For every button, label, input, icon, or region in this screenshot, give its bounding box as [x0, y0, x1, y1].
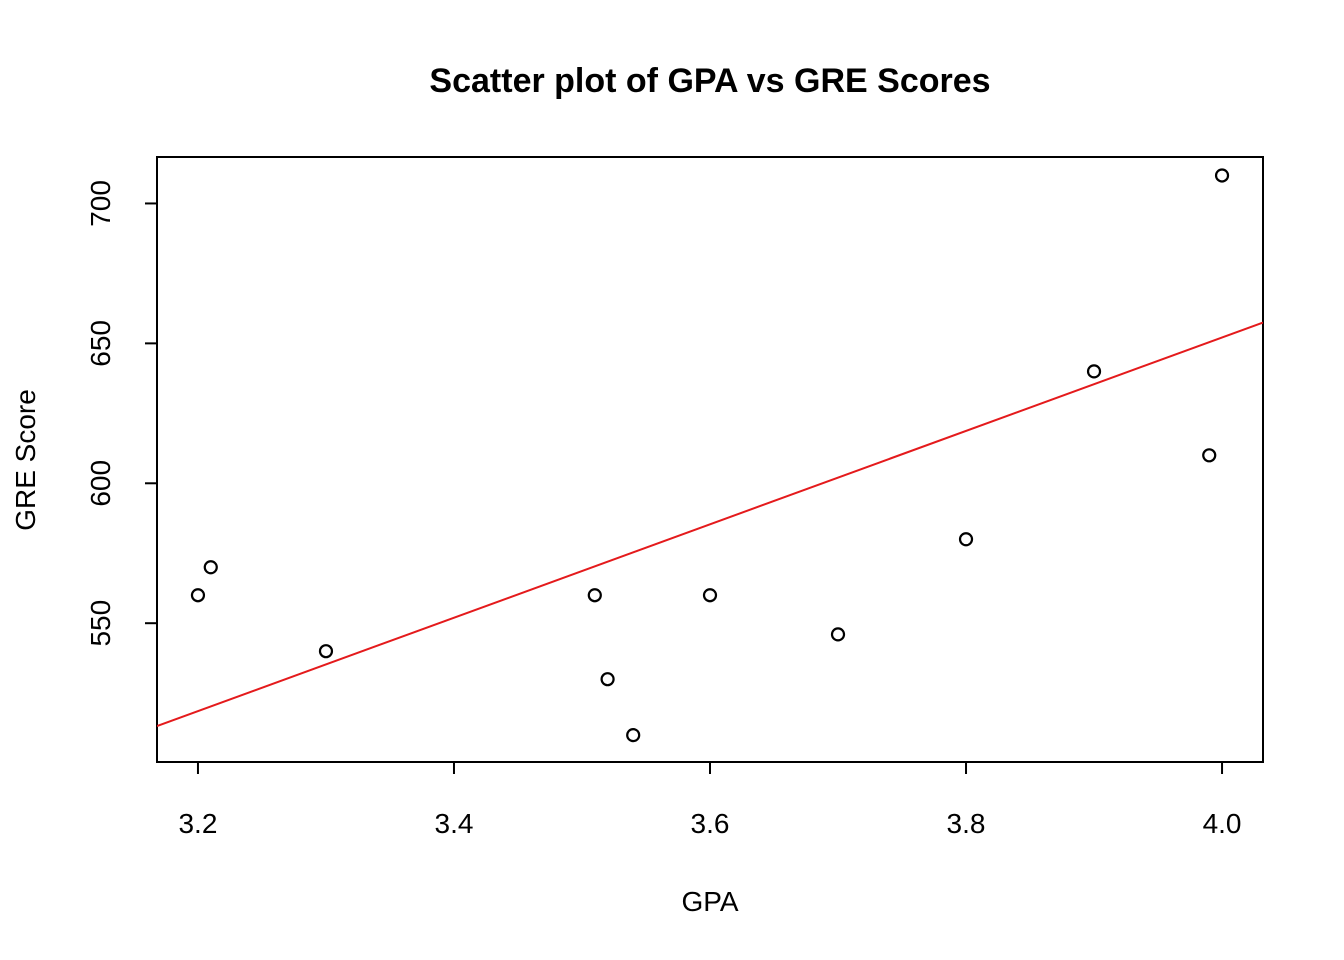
data-point [203, 560, 218, 575]
y-axis-label: GRE Score [10, 389, 41, 531]
data-point [600, 672, 615, 687]
chart-title: Scatter plot of GPA vs GRE Scores [429, 62, 990, 100]
data-point [190, 588, 206, 603]
x-axis: 3.2 3.4 3.6 3.8 4.0 [178, 761, 1242, 839]
regression-line-group [157, 321, 1263, 728]
y-tick-label: 650 [85, 320, 116, 367]
x-tick-label: 4.0 [1203, 808, 1242, 839]
y-axis: 550 600 650 700 [85, 180, 158, 647]
data-point [318, 644, 334, 659]
y-tick-label: 600 [85, 460, 116, 507]
data-point [587, 588, 602, 603]
x-tick-label: 3.2 [178, 808, 217, 839]
y-tick-label: 550 [85, 600, 116, 647]
x-tick-label: 3.6 [691, 808, 730, 839]
data-point [626, 728, 641, 743]
plot-area-border [156, 156, 1264, 763]
data-point [1086, 364, 1102, 379]
regression-line [157, 321, 1263, 728]
data-point [830, 627, 846, 642]
data-point [702, 588, 718, 603]
data-point [958, 532, 974, 547]
data-point [1202, 448, 1217, 463]
x-tick-label: 3.8 [947, 808, 986, 839]
y-tick-label: 700 [85, 180, 116, 227]
x-axis-label: GPA [681, 886, 738, 917]
data-points [190, 168, 1230, 743]
x-tick-label: 3.4 [435, 808, 474, 839]
data-point [1214, 168, 1230, 183]
